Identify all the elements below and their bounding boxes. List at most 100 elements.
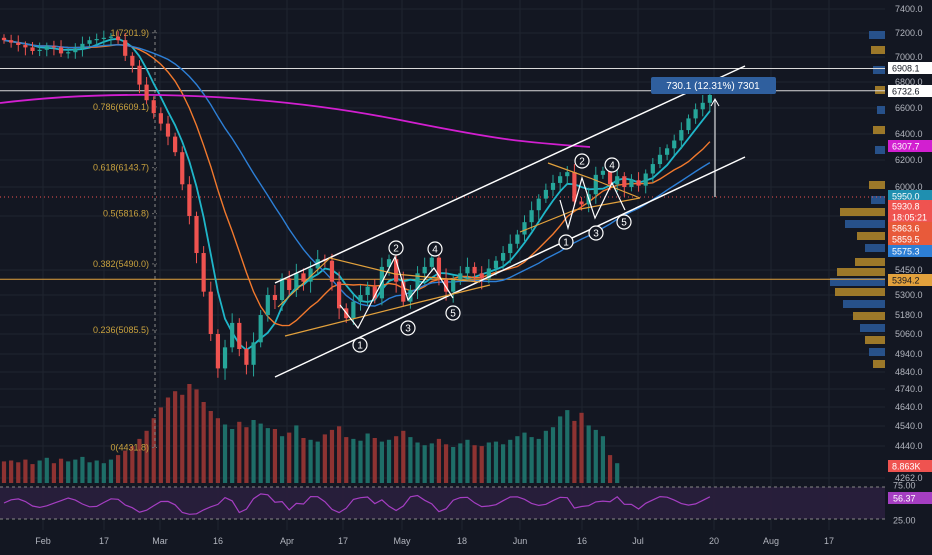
time-axis-tick: 20 [709,536,719,546]
price-axis-tick: 4940.0 [895,349,923,359]
candle-body [222,347,228,369]
fib-level-label: 0.382(5490.0) [93,259,149,269]
candle-body [237,322,242,349]
candle-body [593,174,598,195]
volume-profile-bar [853,312,885,320]
time-axis[interactable]: Feb 17 Mar 16 Apr 17 May 18 Jun 16 Jul 20 Aug 17 [0,530,932,550]
volume-bar [550,427,556,483]
wave-label-circle [616,214,632,230]
volume-bar [365,433,370,483]
volume-bar [251,420,256,483]
volume-bar [558,416,563,483]
volume-bar [351,438,356,483]
candle-body [94,39,99,41]
price-label: 6732.6 [892,87,920,97]
volume-bar [108,459,114,483]
candle-body [123,40,128,56]
volume-profile-bar [840,208,885,216]
candle-body [443,278,449,292]
price-axis-tick: 4640.0 [895,402,923,412]
wave-label: 1 [357,341,363,352]
volume-bar [165,397,171,483]
candle-body [16,42,21,45]
price-label-box [888,200,932,212]
price-axis-tick: 6400.0 [895,129,923,139]
volume-bar [258,423,263,483]
wave-label: 5 [621,218,627,229]
candle-body [401,281,406,302]
candle-body [458,273,463,280]
price-label: 6307.7 [892,142,920,152]
wave-label: 4 [432,245,438,256]
volume-bar [615,463,620,483]
time-axis-tick: 18 [457,536,467,546]
price-label: 5575.3 [892,247,920,257]
wave-label: 1 [563,238,569,249]
volume-profile-bar [830,278,885,286]
time-axis-tick: Apr [280,536,294,546]
volume-bar [87,462,92,483]
rsi-pane [0,486,885,520]
volume-profile-bar [873,360,885,368]
candle-body [173,136,178,153]
volume-bar [144,430,149,483]
volume-bar [579,412,584,483]
candle-body [1,37,7,41]
candle-body [158,113,163,124]
time-axis-tick: 17 [824,536,834,546]
volume-profile-bar [837,268,885,276]
volume-profile-bar [835,288,885,296]
volume-bar [279,436,285,483]
candle-body [493,260,499,269]
candle-body [672,140,677,149]
candle-body [607,170,613,185]
volume-bar [66,461,71,483]
volume-bar [572,420,577,483]
wave-zigzag-1 [339,255,454,330]
price-label-box [888,222,932,234]
candle-body [37,49,42,51]
candle-body [115,36,121,41]
price-axis-tick: 4440.0 [895,441,923,451]
volume-bar [265,428,270,483]
time-axis-tick: 17 [338,536,348,546]
volume-bar [94,460,99,483]
volume-bar [16,462,21,483]
candle-body [30,47,35,51]
drawing-tools: 730.1 (12.31%) 7301 1 2 3 4 5 1 2 3 4 5 [274,65,776,378]
candle-body [700,102,705,110]
candle-body [636,180,641,186]
volume-bar [429,443,434,483]
candle-body [629,180,634,187]
volume-bar [301,438,306,483]
volume-profile-bar [857,232,885,240]
volume-bar [1,461,7,483]
price-axis[interactable]: 7400.0 7200.0 7000.0 6800.0 6600.0 6400.0 6200… [888,4,932,526]
price-label-box [888,85,932,97]
rsi-level-label: 25.00 [893,516,916,526]
volume-bar [115,455,121,483]
volume-bar [23,459,28,483]
candle-body [73,48,78,53]
candle-body [101,37,106,39]
candle-body [287,278,292,290]
candle-body [415,273,420,290]
candle-body [657,154,663,165]
triangle-line-lower-2 [519,197,641,233]
price-axis-tick: 4262.0 [895,473,923,483]
volume-bar [565,410,570,483]
volume-bar [208,411,213,483]
candle-body [9,40,14,43]
price-label: 18:05:21 [892,213,927,223]
candle-body [643,173,648,186]
price-axis-tick: 6000.0 [895,182,923,192]
fib-level-label: 0.786(6609.1) [93,102,149,112]
price-label-box [888,140,932,152]
volume-bar [600,436,606,483]
candle-body [151,100,156,114]
candlesticks [1,30,712,380]
price-axis-tick: 6200.0 [895,155,923,165]
price-label-box [888,245,932,257]
